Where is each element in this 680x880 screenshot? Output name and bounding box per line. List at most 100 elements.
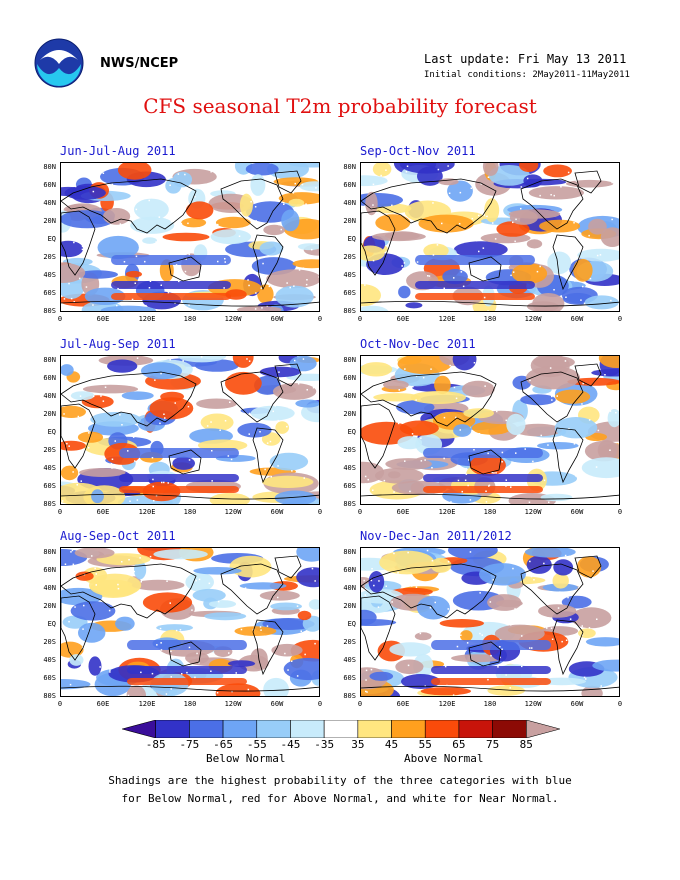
colorbar-tick-label: 75 [485, 738, 500, 751]
lon-label: 120W [224, 315, 242, 323]
lat-label: 60S [43, 289, 56, 297]
colorbar-segment [155, 719, 190, 739]
lat-label: 80S [43, 500, 56, 508]
lon-label: 180 [483, 315, 497, 323]
colorbar-segment [391, 719, 426, 739]
forecast-map [60, 547, 320, 697]
lon-label: 120W [524, 315, 542, 323]
colorbar-segment [458, 719, 493, 739]
forecast-map [60, 162, 320, 312]
lon-label: 120E [438, 315, 456, 323]
forecast-map [60, 355, 320, 505]
lon-label: 0 [617, 315, 623, 323]
lon-label: 0 [357, 700, 363, 708]
forecast-map [360, 162, 620, 312]
lon-label: 120E [138, 315, 156, 323]
colorbar-tick-label: 85 [519, 738, 533, 751]
lat-label: 40N [43, 392, 56, 400]
lat-label: 40N [343, 584, 356, 592]
lat-label: 20N [43, 410, 56, 418]
footnote-line-1: Shadings are the highest probability of … [108, 774, 572, 787]
lat-label: 20N [43, 602, 56, 610]
colorbar-tick-label: -45 [280, 738, 301, 751]
org-name: NWS/NCEP [100, 56, 179, 71]
lon-label: 180 [183, 508, 197, 516]
lat-label: 20N [343, 217, 356, 225]
lat-label: 40S [43, 271, 56, 279]
lat-label: 20N [343, 410, 356, 418]
lat-label: 80N [343, 548, 356, 556]
lat-label: 80S [343, 307, 356, 315]
colorbar-segment [120, 719, 156, 739]
lat-label: 20N [43, 217, 56, 225]
lat-label: 80N [343, 356, 356, 364]
lat-label: EQ [347, 620, 356, 628]
lat-label: 40S [343, 656, 356, 664]
lon-label: 0 [317, 700, 323, 708]
lat-label: EQ [47, 620, 56, 628]
lat-label: 80S [43, 307, 56, 315]
colorbar-tick-label: 35 [351, 738, 365, 751]
below-normal-label: Below Normal [206, 752, 286, 765]
lon-label: 0 [317, 315, 323, 323]
lat-label: 20S [343, 446, 356, 454]
forecast-map [360, 355, 620, 505]
footnote-line-2: for Below Normal, red for Above Normal, … [121, 792, 559, 805]
lat-label: EQ [347, 235, 356, 243]
lat-label: 60N [343, 566, 356, 574]
colorbar-tick-label: 55 [418, 738, 432, 751]
lat-label: 80N [343, 163, 356, 171]
lat-label: 20S [43, 253, 56, 261]
lon-label: 60W [570, 700, 584, 708]
lon-label: 60E [396, 315, 410, 323]
lon-label: 0 [57, 508, 63, 516]
lon-label: 120E [138, 700, 156, 708]
colorbar-segment [526, 719, 562, 739]
lon-label: 60E [96, 315, 110, 323]
lat-label: 40S [43, 464, 56, 472]
lat-label: 40S [343, 271, 356, 279]
lon-label: 120W [524, 508, 542, 516]
panel-title: Jun-Jul-Aug 2011 [60, 144, 176, 158]
lon-label: 120E [438, 508, 456, 516]
colorbar-segment [222, 719, 258, 739]
lat-label: 80S [343, 692, 356, 700]
lat-label: 80N [43, 548, 56, 556]
lon-label: 120E [138, 508, 156, 516]
lon-label: 60W [270, 700, 284, 708]
above-normal-label: Above Normal [404, 752, 484, 765]
lon-label: 180 [483, 700, 497, 708]
colorbar-tick-label: -65 [213, 738, 233, 751]
lat-label: 60S [43, 482, 56, 490]
lon-label: 180 [483, 508, 497, 516]
lat-label: 60N [43, 374, 56, 382]
lat-label: 20S [343, 253, 356, 261]
page-title: CFS seasonal T2m probability forecast [143, 94, 537, 118]
lon-label: 0 [357, 315, 363, 323]
lon-label: 120E [438, 700, 456, 708]
lon-label: 120W [524, 700, 542, 708]
lon-label: 180 [183, 315, 197, 323]
lat-label: 40N [43, 199, 56, 207]
colorbar-segment [189, 719, 224, 739]
lon-label: 0 [617, 700, 623, 708]
lon-label: 60E [396, 508, 410, 516]
panel-title: Nov-Dec-Jan 2011/2012 [360, 529, 512, 543]
colorbar-tick-label: -85 [145, 738, 166, 751]
colorbar-segment [424, 719, 460, 739]
lat-label: 20S [343, 638, 356, 646]
lat-label: 60N [43, 566, 56, 574]
lon-label: 60E [96, 700, 110, 708]
lat-label: 20S [43, 446, 56, 454]
panel-title: Aug-Sep-Oct 2011 [60, 529, 176, 543]
lat-label: EQ [47, 428, 56, 436]
colorbar-tick-label: -75 [179, 738, 200, 751]
colorbar-tick-label: 45 [384, 738, 399, 751]
forecast-map [360, 547, 620, 697]
lon-label: 0 [617, 508, 623, 516]
panel-title: Sep-Oct-Nov 2011 [360, 144, 476, 158]
lat-label: 60S [343, 289, 356, 297]
lat-label: 40N [343, 199, 356, 207]
colorbar-segment [290, 719, 325, 739]
lat-label: 60N [343, 374, 356, 382]
